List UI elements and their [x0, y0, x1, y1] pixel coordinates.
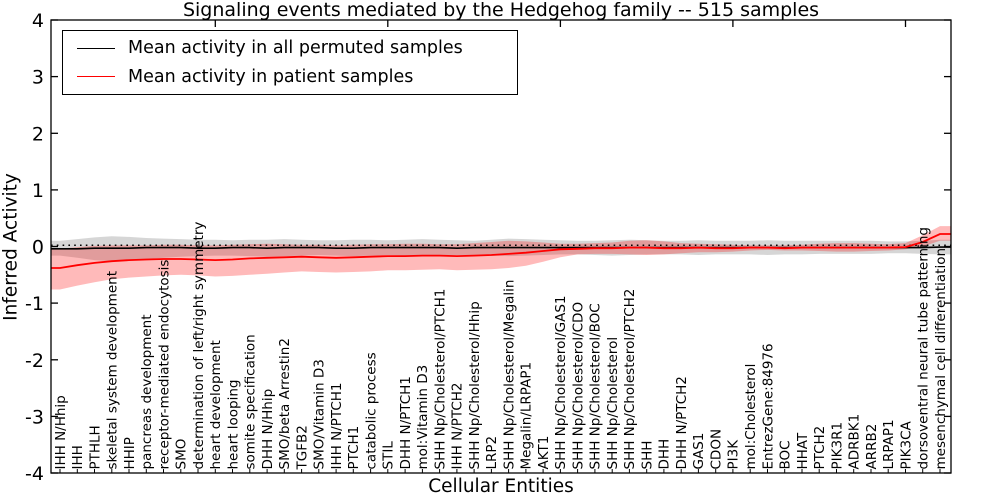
permuted-confidence-band: [51, 236, 951, 262]
x-category-label: SMO/beta Arrestin2: [277, 338, 293, 469]
x-category-label: GAS1: [691, 433, 707, 470]
x-category-label: heart looping: [225, 380, 241, 470]
x-category-label: somite specification: [243, 334, 259, 469]
legend: Mean activity in all permuted samples Me…: [62, 30, 518, 95]
x-category-label: DHH N/PTCH2: [674, 376, 690, 469]
x-category-label: STIL: [381, 441, 397, 470]
x-category-label: IHH: [70, 445, 86, 469]
x-category-label: determination of left/right symmetry: [191, 222, 207, 470]
x-category-label: PI3K: [726, 439, 742, 470]
x-category-label: EntrezGene:84976: [760, 343, 776, 469]
x-category-label: heart development: [208, 340, 224, 469]
legend-line-red: [77, 76, 115, 78]
x-category-label: ARRB2: [864, 424, 880, 470]
x-category-label: DHH N/Hhip: [260, 389, 276, 470]
x-category-label: SHH Np/Cholesterol/Megalin: [501, 280, 517, 470]
x-category-label: SMO/Vitamin D3: [312, 359, 328, 469]
x-category-label: catabolic process: [363, 352, 379, 469]
patient-confidence-band: [51, 226, 951, 290]
x-category-label: IHH N/PTCH1: [329, 383, 345, 470]
x-category-label: PIK3R1: [829, 422, 845, 470]
x-category-label: LRP2: [484, 436, 500, 470]
y-tick-label: -1: [25, 293, 44, 315]
x-category-label: receptor-mediated endocytosis: [156, 260, 172, 470]
x-category-label: ADRBK1: [847, 414, 863, 470]
x-category-label: SHH Np/Cholesterol/BOC: [588, 303, 604, 469]
x-category-label: TGFB2: [294, 425, 310, 470]
y-tick-label: -3: [25, 406, 44, 428]
legend-item-patient: Mean activity in patient samples: [77, 64, 517, 90]
x-category-label: dorsoventral neural tube patterning: [916, 227, 932, 469]
x-category-label: SHH Np/Cholesterol/PTCH1: [432, 289, 448, 470]
y-tick-label: 1: [32, 180, 44, 202]
x-category-label: AKT1: [536, 436, 552, 470]
x-category-label: SHH Np/Cholesterol/PTCH2: [622, 289, 638, 470]
x-category-label: SMO: [174, 439, 190, 470]
x-axis-title: Cellular Entities: [428, 476, 574, 497]
x-category-label: mol:Vitamin D3: [415, 365, 431, 470]
legend-label-permuted: Mean activity in all permuted samples: [128, 38, 463, 59]
x-category-label: skeletal system development: [105, 271, 121, 470]
x-category-label: HHIP: [122, 437, 138, 469]
x-category-label: mesenchymal cell differentiation: [933, 248, 949, 470]
y-tick-label: 3: [32, 67, 44, 89]
x-category-label: pancreas development: [139, 314, 155, 469]
x-category-label: IHH N/PTCH2: [450, 383, 466, 470]
x-category-label: SHH Np/Cholesterol: [605, 337, 621, 470]
legend-item-permuted: Mean activity in all permuted samples: [77, 35, 517, 61]
y-tick-label: 4: [32, 10, 44, 32]
legend-line-black: [77, 47, 115, 49]
x-category-label: DHH: [657, 439, 673, 470]
y-axis-title: Inferred Activity: [0, 173, 22, 321]
x-category-label: DHH N/PTCH1: [398, 376, 414, 469]
x-category-label: SHH Np/Cholesterol/CDO: [570, 302, 586, 470]
chart-title: Signaling events mediated by the Hedgeho…: [182, 0, 820, 21]
y-tick-label: 0: [32, 237, 44, 259]
x-category-label: HHAT: [795, 432, 811, 469]
x-category-label: PTHLH: [87, 425, 103, 469]
y-tick-label: -2: [25, 350, 44, 372]
x-category-label: SHH: [640, 441, 656, 470]
x-category-label: CDON: [709, 429, 725, 470]
x-category-label: LRPAP1: [881, 419, 897, 469]
y-tick-label: -4: [25, 463, 44, 485]
x-category-label: mol:Cholesterol: [743, 364, 759, 470]
x-category-label: IHH N/Hhip: [53, 395, 69, 469]
x-category-label: PTCH1: [346, 426, 362, 470]
x-category-label: BOC: [778, 440, 794, 469]
x-category-label: SHH Np/Cholesterol/GAS1: [553, 296, 569, 470]
legend-label-patient: Mean activity in patient samples: [128, 66, 414, 87]
x-category-label: SHH Np/Cholesterol/Hhip: [467, 301, 483, 469]
x-category-label: PTCH2: [812, 426, 828, 470]
y-tick-label: 2: [32, 123, 44, 145]
x-category-label: PIK3CA: [898, 421, 914, 470]
x-category-label: Megalin/LRPAP1: [519, 362, 535, 470]
patient-mean-line: [51, 233, 951, 269]
